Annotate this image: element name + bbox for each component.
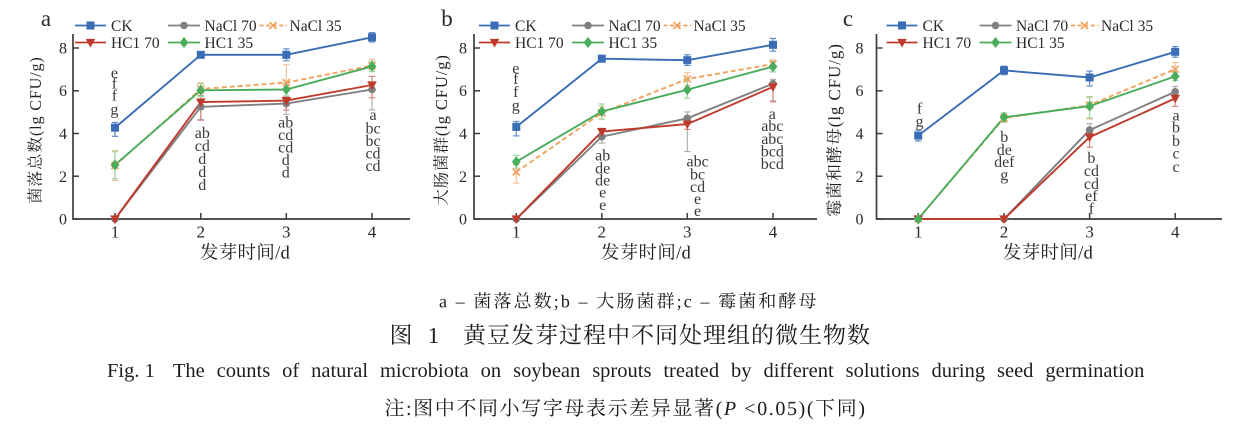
svg-text:NaCl 35: NaCl 35 <box>290 18 342 35</box>
svg-text:a: a <box>41 6 51 31</box>
svg-text:g: g <box>1000 167 1008 184</box>
svg-text:c: c <box>1172 146 1179 163</box>
svg-text:g: g <box>916 114 924 131</box>
svg-text:ab: ab <box>595 148 610 165</box>
svg-text:de: de <box>595 173 610 190</box>
svg-text:HC1 70: HC1 70 <box>923 35 972 52</box>
svg-text:bcd: bcd <box>761 156 784 173</box>
svg-text:f: f <box>1089 200 1095 217</box>
svg-text:d: d <box>198 151 206 168</box>
svg-text:ef: ef <box>1085 188 1098 205</box>
svg-text:b: b <box>1087 150 1095 167</box>
svg-text:6: 6 <box>59 83 67 100</box>
svg-text:g: g <box>110 102 118 119</box>
svg-text:d: d <box>198 164 206 181</box>
svg-text:a: a <box>1172 108 1179 125</box>
svg-text:ab: ab <box>195 125 210 142</box>
svg-text:b: b <box>1172 133 1180 150</box>
svg-text:e: e <box>512 60 519 77</box>
svg-text:e: e <box>694 203 701 220</box>
svg-text:1: 1 <box>914 223 923 242</box>
svg-text:f: f <box>917 101 923 118</box>
svg-text:b: b <box>441 6 453 31</box>
svg-text:HC1 35: HC1 35 <box>205 35 254 52</box>
svg-text:bc: bc <box>365 120 380 137</box>
svg-text:CK: CK <box>111 18 133 35</box>
svg-text:HC1 70: HC1 70 <box>111 35 160 52</box>
svg-text:2: 2 <box>59 169 67 186</box>
svg-text:cd: cd <box>365 158 380 175</box>
svg-text:de: de <box>595 160 610 177</box>
svg-text:cd: cd <box>278 140 293 157</box>
svg-text:2: 2 <box>1000 223 1009 242</box>
svg-text:a: a <box>769 106 776 123</box>
svg-text:def: def <box>994 154 1015 171</box>
svg-text:bcd: bcd <box>761 143 784 160</box>
svg-text:2: 2 <box>197 223 206 242</box>
svg-text:abc: abc <box>761 131 783 148</box>
svg-text:3: 3 <box>282 223 291 242</box>
svg-text:CK: CK <box>515 18 537 35</box>
svg-text:NaCl 35: NaCl 35 <box>1101 18 1153 35</box>
svg-text:f: f <box>513 84 519 101</box>
svg-text:6: 6 <box>856 83 864 100</box>
svg-text:cd: cd <box>690 179 705 196</box>
svg-text:d: d <box>282 164 290 181</box>
svg-text:8: 8 <box>856 41 864 58</box>
svg-text:c: c <box>1172 159 1179 176</box>
svg-text:3: 3 <box>1085 223 1094 242</box>
svg-text:4: 4 <box>459 126 467 143</box>
svg-text:4: 4 <box>769 223 778 242</box>
svg-text:e: e <box>599 185 606 202</box>
svg-text:2: 2 <box>598 223 607 242</box>
svg-text:8: 8 <box>459 41 467 58</box>
svg-text:HC1 35: HC1 35 <box>1016 35 1065 52</box>
svg-text:b: b <box>1172 119 1180 136</box>
svg-text:0: 0 <box>459 212 467 229</box>
svg-text:f: f <box>513 71 519 88</box>
svg-text:NaCl 70: NaCl 70 <box>205 18 257 35</box>
svg-text:e: e <box>599 197 606 214</box>
svg-text:a: a <box>369 107 376 124</box>
svg-text:4: 4 <box>856 126 864 143</box>
svg-text:NaCl 70: NaCl 70 <box>609 18 661 35</box>
svg-text:d: d <box>198 177 206 194</box>
svg-text:abc: abc <box>686 154 708 171</box>
svg-text:e: e <box>694 191 701 208</box>
svg-text:HC1 35: HC1 35 <box>609 35 658 52</box>
svg-text:cd: cd <box>1084 176 1099 193</box>
svg-text:ab: ab <box>278 115 293 132</box>
svg-text:f: f <box>112 76 118 93</box>
svg-text:cd: cd <box>1084 163 1099 180</box>
svg-text:4: 4 <box>59 126 67 143</box>
svg-text:e: e <box>111 65 118 82</box>
svg-text:cd: cd <box>278 127 293 144</box>
svg-text:d: d <box>282 152 290 169</box>
svg-text:3: 3 <box>683 223 692 242</box>
svg-text:4: 4 <box>368 223 377 242</box>
svg-text:cd: cd <box>365 146 380 163</box>
svg-text:de: de <box>997 142 1012 159</box>
svg-text:CK: CK <box>923 18 945 35</box>
svg-text:8: 8 <box>59 41 67 58</box>
svg-text:abc: abc <box>761 118 783 135</box>
svg-text:1: 1 <box>512 223 521 242</box>
svg-text:c: c <box>843 6 853 31</box>
svg-text:g: g <box>512 98 520 115</box>
svg-text:0: 0 <box>59 212 67 229</box>
svg-text:bc: bc <box>690 166 705 183</box>
svg-text:6: 6 <box>459 83 467 100</box>
svg-text:2: 2 <box>856 169 864 186</box>
svg-text:f: f <box>112 88 118 105</box>
svg-text:2: 2 <box>459 169 467 186</box>
svg-text:1: 1 <box>111 223 120 242</box>
svg-text:b: b <box>1000 129 1008 146</box>
svg-text:NaCl 70: NaCl 70 <box>1016 18 1068 35</box>
svg-text:0: 0 <box>856 212 864 229</box>
svg-text:NaCl 35: NaCl 35 <box>694 18 746 35</box>
svg-text:cd: cd <box>195 138 210 155</box>
svg-text:4: 4 <box>1171 223 1180 242</box>
svg-text:bc: bc <box>365 133 380 150</box>
svg-text:HC1 70: HC1 70 <box>515 35 564 52</box>
